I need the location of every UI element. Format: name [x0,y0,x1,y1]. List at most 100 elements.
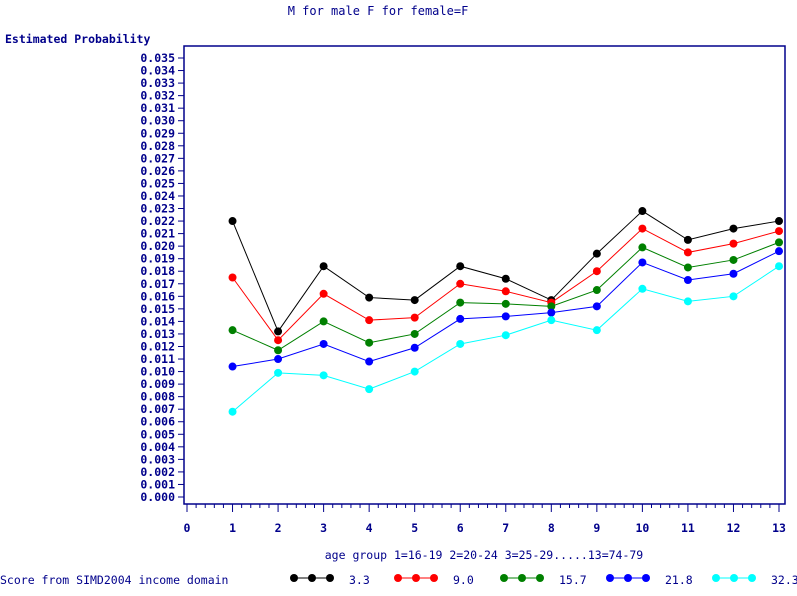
data-point [410,367,419,376]
y-tick-label: 0.014 [140,314,175,328]
y-tick-label: 0.009 [140,377,175,391]
data-point [729,292,738,301]
data-point [683,297,692,306]
data-point [592,326,601,335]
y-tick-label: 0.012 [140,339,175,353]
y-tick-label: 0.028 [140,139,175,153]
data-point [410,343,419,352]
legend-marker [394,574,402,582]
data-point [638,243,647,252]
y-tick-label: 0.015 [140,302,175,316]
data-point [319,262,328,271]
y-axis-label: Estimated Probability [5,32,150,46]
data-point [729,255,738,264]
y-tick-label: 0.001 [140,477,175,491]
legend-marker [308,574,316,582]
legend-title: Score from SIMD2004 income domain [0,573,228,587]
data-point [638,207,647,216]
y-tick-label: 0.016 [140,289,175,303]
legend-marker [748,574,756,582]
y-tick-label: 0.020 [140,239,175,253]
data-point [592,249,601,258]
x-tick-label: 0 [184,521,191,535]
series-line-9.0 [232,227,780,341]
data-point [775,217,783,226]
y-tick-label: 0.031 [140,101,175,115]
plot-frame [183,45,786,505]
data-point [547,308,556,317]
data-point [775,227,783,236]
data-point [456,262,465,271]
legend: 3.3 9.0 15.7 21.8 32.3 [290,573,797,587]
data-point [274,346,283,355]
legend-marker [536,574,544,582]
data-point [365,316,374,325]
legend-marker [326,574,334,582]
y-tick-label: 0.002 [140,465,175,479]
legend-marker [712,574,720,582]
data-point [365,385,374,394]
data-point [501,312,510,321]
data-point [729,239,738,248]
x-tick-label: 6 [457,521,464,535]
y-tick-label: 0.029 [140,126,175,140]
series-layer [228,207,783,416]
y-tick-label: 0.003 [140,452,175,466]
x-tick-label: 9 [593,521,600,535]
y-tick-label: 0.017 [140,277,175,291]
x-axis: 0 1 2 3 4 5 6 7 8 9 10 11 12 13 [184,504,786,535]
y-tick-label: 0.005 [140,427,175,441]
y-tick-label: 0.023 [140,202,175,216]
x-tick-label: 11 [681,521,695,535]
data-point [638,224,647,233]
y-tick-label: 0.013 [140,327,175,341]
x-tick-label: 3 [320,521,327,535]
x-tick-label: 13 [772,521,786,535]
data-point [410,313,419,322]
data-point [501,287,510,296]
data-point [274,368,283,377]
legend-label: 15.7 [559,573,587,587]
data-point [501,299,510,308]
y-axis: 0.0000.0010.0020.0030.0040.0050.0060.007… [140,51,184,504]
data-point [592,267,601,276]
data-point [729,224,738,233]
y-tick-label: 0.006 [140,415,175,429]
data-point [683,276,692,285]
y-tick-label: 0.027 [140,151,175,165]
y-tick-label: 0.022 [140,214,175,228]
y-tick-label: 0.026 [140,164,175,178]
data-point [592,302,601,311]
y-tick-label: 0.019 [140,252,175,266]
legend-marker [624,574,632,582]
y-tick-label: 0.021 [140,227,175,241]
y-tick-label: 0.004 [140,440,175,454]
legend-marker [430,574,438,582]
legend-marker [412,574,420,582]
data-point [456,314,465,323]
x-tick-label: 5 [411,521,418,535]
data-point [683,263,692,272]
series-line-21.8 [232,250,780,368]
data-point [501,274,510,283]
data-point [456,339,465,348]
data-point [775,247,783,256]
x-tick-label: 10 [635,521,649,535]
data-point [547,316,556,325]
data-point [638,284,647,293]
x-tick-label: 12 [727,521,741,535]
data-point [456,298,465,307]
x-tick-label: 7 [502,521,509,535]
legend-marker [290,574,298,582]
y-tick-label: 0.035 [140,51,175,65]
data-point [319,289,328,298]
y-tick-label: 0.018 [140,264,175,278]
legend-marker [730,574,738,582]
data-point [592,286,601,295]
data-point [365,357,374,366]
data-point [683,235,692,244]
data-point [319,317,328,326]
data-point [274,327,283,336]
legend-label: 9.0 [453,573,474,587]
y-tick-label: 0.025 [140,176,175,190]
